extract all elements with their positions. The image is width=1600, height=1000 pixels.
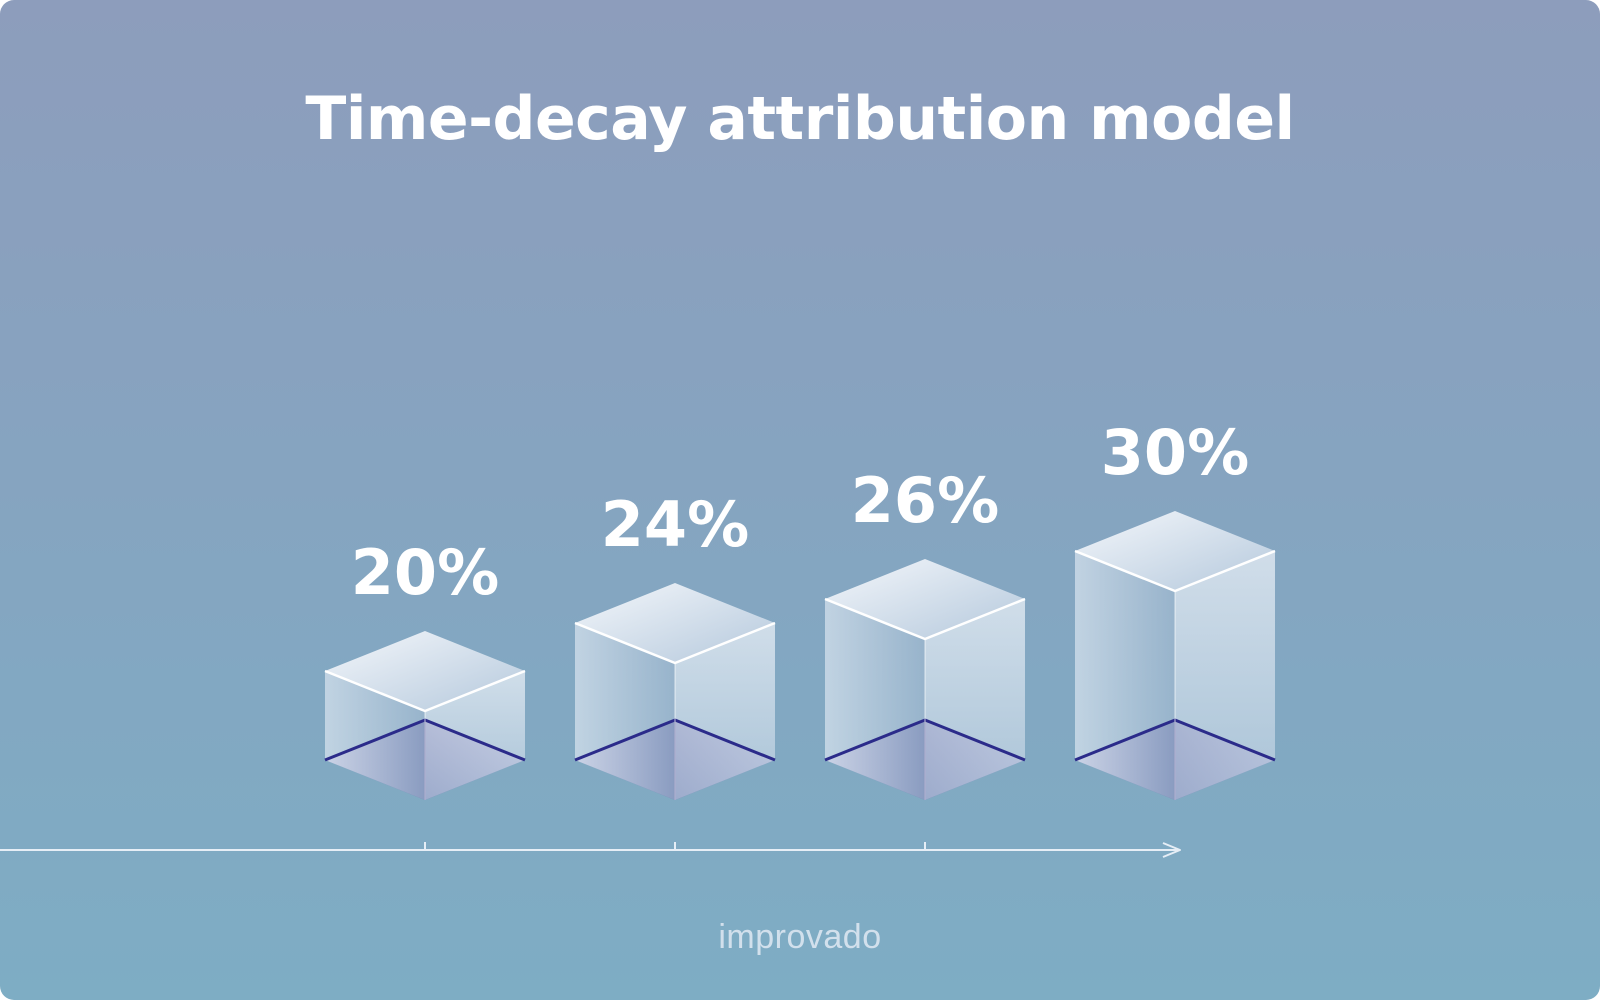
bar-left-face (1075, 551, 1175, 800)
x-axis-arrowhead (1162, 842, 1181, 858)
value-label-2: 24% (601, 488, 749, 561)
value-label-1: 20% (351, 536, 499, 609)
value-label-3: 26% (851, 464, 999, 537)
bar-right-face (675, 623, 775, 800)
bar-right-face (1175, 551, 1275, 800)
bar-4 (1074, 511, 1276, 800)
bar-left-face (575, 623, 675, 800)
bar-right-face (425, 671, 525, 800)
bar-3 (824, 559, 1026, 800)
bar-2 (574, 583, 776, 800)
value-label-4: 30% (1101, 416, 1249, 489)
bar-1 (324, 631, 526, 800)
value-labels-group: 20% 24% 26% 30% (351, 416, 1249, 609)
chart-title: Time-decay attribution model (305, 84, 1295, 154)
brand-logo: improvado (718, 918, 882, 956)
bar-left-face (325, 671, 425, 800)
x-axis (0, 842, 1181, 858)
bars-group (324, 511, 1276, 800)
